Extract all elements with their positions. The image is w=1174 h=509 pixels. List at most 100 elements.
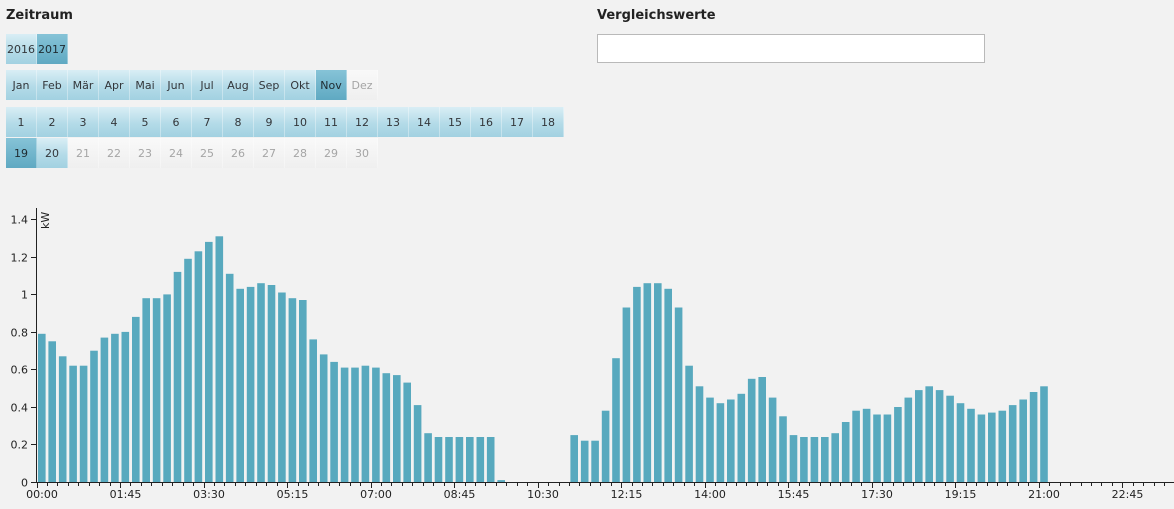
day-button-11[interactable]: 11 xyxy=(316,107,347,137)
day-button-16[interactable]: 16 xyxy=(471,107,502,137)
chart-bar xyxy=(852,410,860,482)
x-tick-label: 01:45 xyxy=(110,488,142,501)
chart-bar xyxy=(424,433,432,482)
y-tick-label: 0.4 xyxy=(11,402,29,415)
y-axis-label: kW xyxy=(39,212,52,229)
y-tick-label: 1.2 xyxy=(11,252,29,265)
vergleichswerte-input[interactable] xyxy=(597,34,985,63)
chart-bar xyxy=(591,440,599,482)
day-button-7[interactable]: 7 xyxy=(192,107,223,137)
chart-bar xyxy=(935,390,944,482)
day-button-17[interactable]: 17 xyxy=(502,107,533,137)
month-button-feb[interactable]: Feb xyxy=(37,70,68,100)
day-button-29: 29 xyxy=(316,138,347,168)
year-button-2017[interactable]: 2017 xyxy=(37,34,68,64)
chart-bar xyxy=(643,283,652,482)
chart-bar xyxy=(79,365,88,482)
day-button-14[interactable]: 14 xyxy=(409,107,440,137)
x-tick-label: 05:15 xyxy=(277,488,309,501)
y-tick-label: 0.8 xyxy=(11,327,29,340)
day-button-1[interactable]: 1 xyxy=(6,107,37,137)
chart-bar xyxy=(841,422,850,482)
chart-bar xyxy=(121,331,130,482)
chart-bar xyxy=(215,236,224,482)
chart-bar xyxy=(904,397,913,482)
month-button-jun[interactable]: Jun xyxy=(161,70,192,100)
chart-bar xyxy=(403,382,411,482)
chart-bar xyxy=(915,390,923,482)
chart-bar xyxy=(768,397,777,482)
month-button-jan[interactable]: Jan xyxy=(6,70,37,100)
chart-bar xyxy=(706,397,714,482)
x-tick-label: 10:30 xyxy=(527,488,559,501)
month-button-mai[interactable]: Mai xyxy=(130,70,161,100)
chart-bar xyxy=(601,410,610,482)
x-tick-label: 03:30 xyxy=(193,488,225,501)
chart-bar xyxy=(194,251,203,482)
month-button-apr[interactable]: Apr xyxy=(99,70,130,100)
chart-bar xyxy=(716,403,725,482)
chart-bar xyxy=(695,386,704,482)
day-button-5[interactable]: 5 xyxy=(130,107,161,137)
day-button-18[interactable]: 18 xyxy=(533,107,564,137)
year-button-2016[interactable]: 2016 xyxy=(6,34,37,64)
chart-bar xyxy=(205,241,213,482)
day-button-26: 26 xyxy=(223,138,254,168)
day-button-6[interactable]: 6 xyxy=(161,107,192,137)
day-button-12[interactable]: 12 xyxy=(347,107,378,137)
chart-bar xyxy=(246,286,255,482)
x-tick-label: 12:15 xyxy=(611,488,643,501)
day-button-10[interactable]: 10 xyxy=(285,107,316,137)
day-button-19[interactable]: 19 xyxy=(6,138,37,168)
month-button-jul[interactable]: Jul xyxy=(192,70,223,100)
chart-bar xyxy=(862,408,871,482)
chart-axes: 0 0.2 0.4 0.6 0.8 1 1.2 1.4 00:00 01:45 03:30 05:15… xyxy=(11,208,1174,501)
day-button-21: 21 xyxy=(68,138,99,168)
chart-bar xyxy=(1019,399,1027,482)
chart-bar xyxy=(361,365,370,482)
day-selector-row-1: 1 2 3 4 5 6 7 8 9 10 11 12 13 14 15 16 17 18 xyxy=(6,107,564,137)
chart-bar xyxy=(570,435,578,482)
y-tick-label: 1 xyxy=(21,289,28,302)
chart-bar xyxy=(184,258,192,482)
x-tick-label: 19:15 xyxy=(945,488,977,501)
chart-bar xyxy=(977,414,986,482)
day-button-13[interactable]: 13 xyxy=(378,107,409,137)
chart-bar xyxy=(967,408,975,482)
chart-bar xyxy=(299,300,307,482)
chart-bar xyxy=(434,437,443,482)
day-button-20[interactable]: 20 xyxy=(37,138,68,168)
chart-bar xyxy=(132,316,140,482)
day-button-28: 28 xyxy=(285,138,316,168)
day-button-8[interactable]: 8 xyxy=(223,107,254,137)
chart-bar xyxy=(654,283,662,482)
month-button-okt[interactable]: Okt xyxy=(285,70,316,100)
chart-bar xyxy=(1029,392,1038,482)
day-button-27: 27 xyxy=(254,138,285,168)
chart-bar xyxy=(810,437,819,482)
chart-bar xyxy=(758,377,766,482)
chart-bar xyxy=(100,337,109,482)
day-button-3[interactable]: 3 xyxy=(68,107,99,137)
x-tick-label: 14:00 xyxy=(694,488,726,501)
day-button-9[interactable]: 9 xyxy=(254,107,285,137)
day-button-15[interactable]: 15 xyxy=(440,107,471,137)
chart-bar xyxy=(831,433,839,482)
month-button-mär[interactable]: Mär xyxy=(68,70,99,100)
month-button-nov[interactable]: Nov xyxy=(316,70,347,100)
chart-bar xyxy=(988,412,996,482)
chart-bar xyxy=(393,375,401,482)
chart-bar xyxy=(685,365,693,482)
chart-bar xyxy=(946,395,954,482)
y-tick-label: 0.6 xyxy=(11,364,29,377)
day-button-4[interactable]: 4 xyxy=(99,107,130,137)
chart-bar xyxy=(58,356,67,482)
day-button-2[interactable]: 2 xyxy=(37,107,68,137)
month-button-sep[interactable]: Sep xyxy=(254,70,285,100)
day-button-30: 30 xyxy=(347,138,378,168)
month-button-aug[interactable]: Aug xyxy=(223,70,254,100)
chart-bar xyxy=(779,416,787,482)
chart-bar xyxy=(1040,386,1048,482)
chart-bar xyxy=(747,378,756,482)
chart-bar xyxy=(48,341,56,482)
